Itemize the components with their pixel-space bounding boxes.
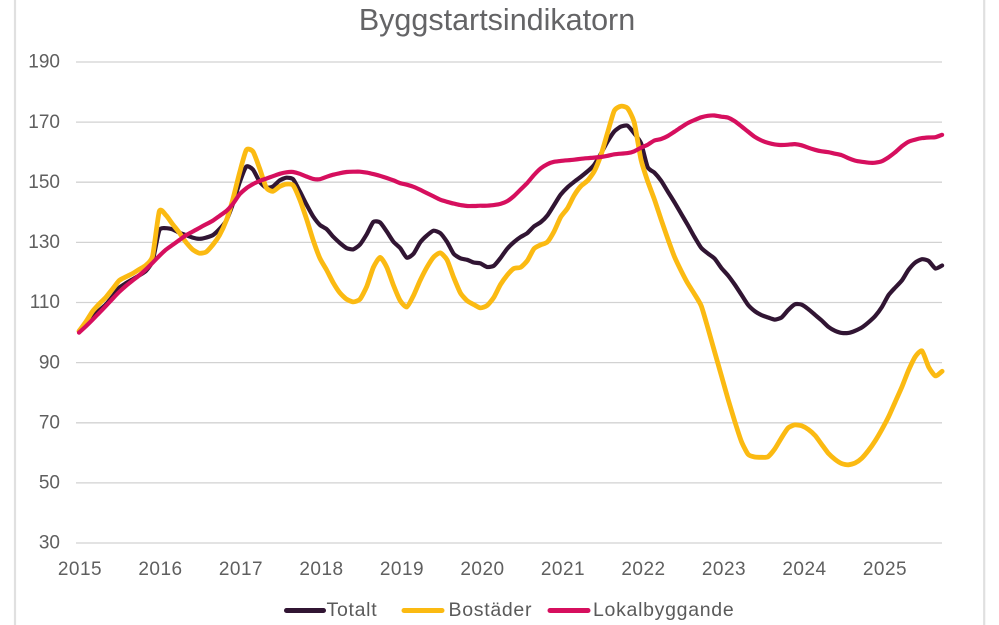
svg-text:130: 130 xyxy=(28,232,60,253)
svg-text:2017: 2017 xyxy=(219,559,263,580)
svg-text:Totalt: Totalt xyxy=(327,599,378,621)
svg-text:50: 50 xyxy=(39,473,60,494)
svg-text:2025: 2025 xyxy=(863,559,907,580)
svg-text:2023: 2023 xyxy=(702,559,746,580)
svg-text:2016: 2016 xyxy=(138,559,182,580)
svg-text:90: 90 xyxy=(39,352,60,373)
svg-text:2018: 2018 xyxy=(299,559,343,580)
svg-text:110: 110 xyxy=(30,292,60,313)
svg-text:Lokalbyggande: Lokalbyggande xyxy=(593,599,734,621)
svg-text:2024: 2024 xyxy=(782,559,826,580)
svg-text:2019: 2019 xyxy=(380,559,424,580)
svg-text:190: 190 xyxy=(28,52,60,73)
svg-text:30: 30 xyxy=(39,533,60,554)
svg-text:2015: 2015 xyxy=(58,559,102,580)
svg-text:170: 170 xyxy=(28,112,60,133)
svg-text:Byggstartsindikatorn: Byggstartsindikatorn xyxy=(359,3,635,37)
svg-text:70: 70 xyxy=(39,412,60,433)
svg-text:2022: 2022 xyxy=(621,559,665,580)
svg-text:150: 150 xyxy=(28,172,60,193)
svg-text:2020: 2020 xyxy=(460,559,504,580)
svg-text:2021: 2021 xyxy=(541,559,585,580)
svg-text:Bostäder: Bostäder xyxy=(449,599,533,621)
